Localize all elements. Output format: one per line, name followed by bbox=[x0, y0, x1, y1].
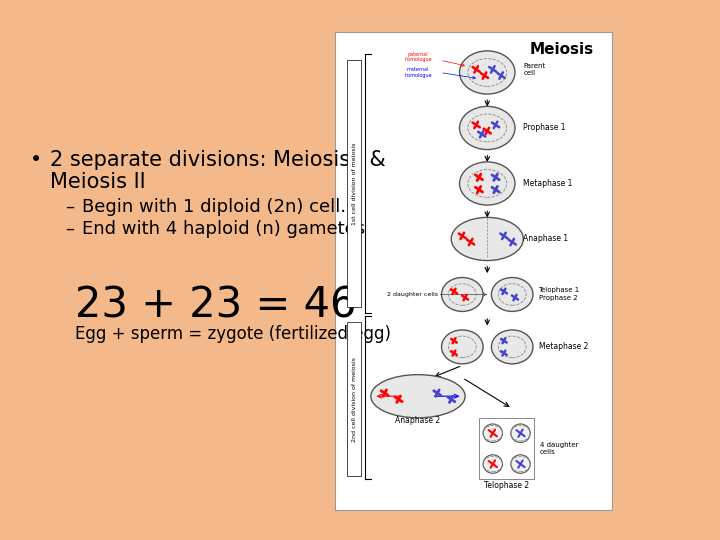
Text: maternal
homologue: maternal homologue bbox=[404, 67, 432, 78]
Ellipse shape bbox=[441, 330, 483, 364]
Ellipse shape bbox=[459, 106, 515, 150]
Ellipse shape bbox=[371, 375, 465, 418]
Text: 4 daughter
cells: 4 daughter cells bbox=[540, 442, 578, 455]
Text: 2 separate divisions: Meiosis I &: 2 separate divisions: Meiosis I & bbox=[50, 150, 386, 170]
Ellipse shape bbox=[459, 51, 515, 94]
Text: 1st cell division of meiosis: 1st cell division of meiosis bbox=[351, 142, 356, 225]
Text: 2 daughter cells: 2 daughter cells bbox=[387, 292, 438, 297]
Text: Prophase 1: Prophase 1 bbox=[523, 124, 566, 132]
Text: Anaphase 1: Anaphase 1 bbox=[523, 234, 568, 244]
Bar bbox=[347, 322, 361, 476]
Text: Parent
cell: Parent cell bbox=[523, 63, 546, 76]
Text: Metaphase 2: Metaphase 2 bbox=[539, 342, 588, 352]
Text: End with 4 haploid (n) gametes: End with 4 haploid (n) gametes bbox=[82, 220, 365, 238]
Ellipse shape bbox=[510, 455, 530, 473]
Text: Anaphase 2: Anaphase 2 bbox=[395, 416, 441, 426]
Text: Begin with 1 diploid (2n) cell.: Begin with 1 diploid (2n) cell. bbox=[82, 198, 346, 216]
Text: –: – bbox=[65, 220, 74, 238]
Text: 23 + 23 = 46: 23 + 23 = 46 bbox=[75, 285, 356, 327]
Text: –: – bbox=[65, 198, 74, 216]
Ellipse shape bbox=[483, 424, 503, 442]
Text: 2nd cell division of meiosis: 2nd cell division of meiosis bbox=[351, 357, 356, 442]
Ellipse shape bbox=[483, 455, 503, 473]
Text: Telophase 1: Telophase 1 bbox=[539, 287, 580, 293]
Text: Prophase 2: Prophase 2 bbox=[539, 294, 577, 301]
Ellipse shape bbox=[441, 278, 483, 312]
Text: paternal
homologue: paternal homologue bbox=[404, 52, 432, 63]
Text: Telophase 2: Telophase 2 bbox=[484, 481, 529, 490]
Ellipse shape bbox=[459, 162, 515, 205]
Ellipse shape bbox=[451, 218, 523, 261]
Bar bbox=[347, 60, 361, 307]
Text: Metaphase 1: Metaphase 1 bbox=[523, 179, 572, 188]
Text: Meiosis II: Meiosis II bbox=[50, 172, 145, 192]
Text: •: • bbox=[30, 150, 42, 170]
Text: Meiosis: Meiosis bbox=[530, 42, 594, 57]
Text: Egg + sperm = zygote (fertilized egg): Egg + sperm = zygote (fertilized egg) bbox=[75, 325, 391, 343]
Ellipse shape bbox=[492, 330, 533, 364]
Polygon shape bbox=[335, 32, 612, 510]
Ellipse shape bbox=[492, 278, 533, 312]
Bar bbox=[479, 418, 534, 480]
Ellipse shape bbox=[510, 424, 530, 442]
